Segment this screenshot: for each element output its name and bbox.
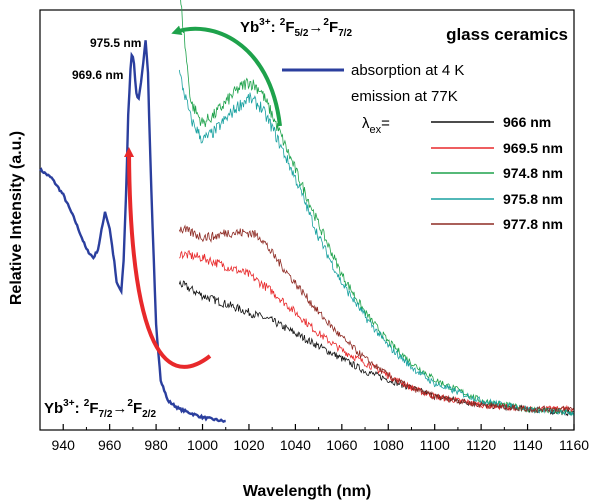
chart-title: glass ceramics <box>446 25 568 44</box>
x-tick-label-960: 960 <box>98 437 122 453</box>
x-tick-label-1080: 1080 <box>373 437 404 453</box>
series-line-974-8-nm <box>180 0 574 416</box>
peak-label-975: 975.5 nm <box>90 36 141 50</box>
legend-label-977-8-nm: 977.8 nm <box>503 216 563 232</box>
x-tick-label-1120: 1120 <box>466 437 496 453</box>
x-tick-label-1140: 1140 <box>513 437 543 453</box>
series-line-966-nm <box>178 279 574 417</box>
legend-lambda: λex= <box>362 115 390 136</box>
x-tick-label-1000: 1000 <box>187 437 218 453</box>
legend-label-969-5-nm: 969.5 nm <box>503 140 563 156</box>
x-tick-label-1020: 1020 <box>233 437 264 453</box>
x-tick-label-1040: 1040 <box>280 437 311 453</box>
y-axis-label: Relative Intensity (a.u.) <box>8 131 25 305</box>
x-tick-label-1100: 1100 <box>420 437 450 453</box>
series-line-977-8-nm <box>178 224 574 414</box>
legend-emission-heading: emission at 77K <box>351 88 458 105</box>
bottom-transition-label: Yb3+: 2F7/2→2F2/2 <box>44 398 156 420</box>
peak-label-969: 969.6 nm <box>72 68 123 82</box>
series-line-969-5-nm <box>179 250 574 414</box>
x-ticks: 940 960 980 1000 1020 1040 1060 1080 1100 1120 114… <box>39 424 589 453</box>
x-tick-label-1060: 1060 <box>326 437 357 453</box>
x-tick-label-1160: 1160 <box>559 437 589 453</box>
legend-label-absorption: absorption at 4 K <box>351 62 464 79</box>
x-tick-label-980: 980 <box>144 437 168 453</box>
x-axis-label: Wavelength (nm) <box>243 483 371 500</box>
green-arrow <box>171 25 282 127</box>
legend-label-966-nm: 966 nm <box>503 114 551 130</box>
series-layer <box>39 0 574 423</box>
x-tick-label-940: 940 <box>52 437 76 453</box>
series-line-absorption-at-4-k <box>39 40 226 423</box>
plot-frame <box>39 9 575 431</box>
series-line-975-8-nm <box>178 69 574 417</box>
top-transition-label: Yb3+: 2F5/2→2F7/2 <box>240 17 352 39</box>
legend-label-974-8-nm: 974.8 nm <box>503 165 563 181</box>
legend-entries: 966 nm 969.5 nm 974.8 nm 975.8 nm 977.8 nm <box>431 114 563 232</box>
legend-label-975-8-nm: 975.8 nm <box>503 191 563 207</box>
legend: absorption at 4 K emission at 77K λex= 9… <box>282 62 563 232</box>
red-arrow <box>124 147 212 369</box>
